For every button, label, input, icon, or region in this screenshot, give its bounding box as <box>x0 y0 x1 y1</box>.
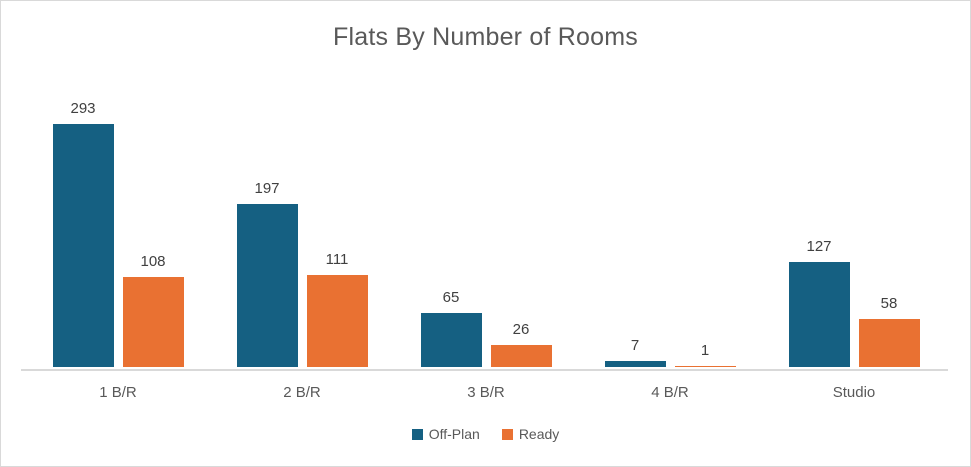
bar-value-label: 58 <box>880 294 898 312</box>
bar-column: 58 <box>858 294 920 367</box>
bar-column: 7 <box>604 337 666 367</box>
category-label: 4 B/R <box>651 384 689 401</box>
bar <box>674 366 736 367</box>
category-label: 2 B/R <box>283 384 321 401</box>
bar-group: 127 58 <box>762 67 946 367</box>
legend-item: Ready <box>501 426 560 442</box>
legend-swatch-icon <box>411 428 423 440</box>
bar-column: 111 <box>306 250 368 367</box>
bar-group: 65 26 <box>394 67 578 367</box>
bar-column: 293 <box>52 99 114 367</box>
category-label: 3 B/R <box>467 384 505 401</box>
category-label: Studio <box>832 384 876 401</box>
plot-groups: 293 108 197 111 65 26 7 1 127 58 <box>26 67 946 367</box>
bar-column: 197 <box>236 179 298 367</box>
category-label: 1 B/R <box>99 384 137 401</box>
bar <box>306 274 368 367</box>
legend-item: Off-Plan <box>411 426 480 442</box>
bar-value-label: 293 <box>70 99 96 117</box>
bar-group: 197 111 <box>210 67 394 367</box>
bar <box>858 318 920 367</box>
bar <box>490 345 552 367</box>
bar-value-label: 65 <box>442 289 460 307</box>
bar-group: 293 108 <box>26 67 210 367</box>
bar-column: 65 <box>420 289 482 367</box>
legend-label: Ready <box>518 426 560 442</box>
category-axis: 1 B/R 2 B/R 3 B/R 4 B/R Studio <box>26 384 946 401</box>
bar-value-label: 1 <box>700 342 710 359</box>
bar <box>788 261 850 367</box>
bar-value-label: 197 <box>254 179 280 197</box>
bar <box>604 361 666 367</box>
bar <box>122 277 184 367</box>
bar-column: 127 <box>788 237 850 367</box>
bar-value-label: 108 <box>140 253 166 271</box>
bar-column: 108 <box>122 253 184 367</box>
bar <box>52 123 114 367</box>
x-axis-line <box>21 369 948 371</box>
legend-swatch-icon <box>501 428 513 440</box>
legend: Off-Plan Ready <box>1 426 970 442</box>
bar <box>420 313 482 367</box>
chart-title: Flats By Number of Rooms <box>333 23 638 51</box>
bar-value-label: 26 <box>512 321 530 339</box>
bar-value-label: 127 <box>806 237 832 255</box>
bar <box>236 203 298 367</box>
bar-value-label: 111 <box>325 250 349 268</box>
legend-label: Off-Plan <box>428 426 480 442</box>
bar-column: 1 <box>674 342 736 367</box>
bar-value-label: 7 <box>630 337 640 355</box>
bar-column: 26 <box>490 321 552 367</box>
